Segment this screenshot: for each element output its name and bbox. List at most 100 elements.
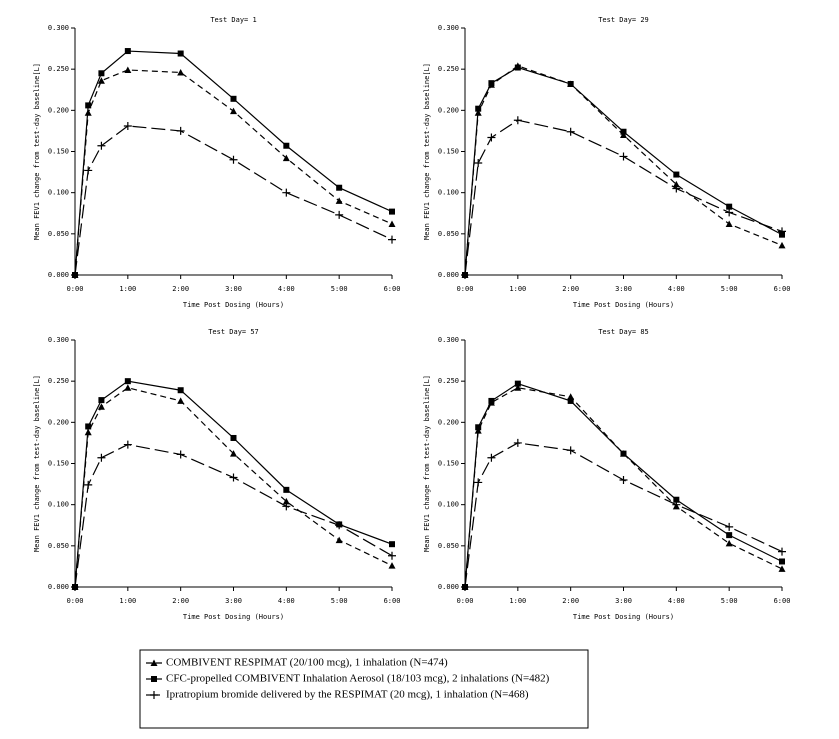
x-tick-label: 5:00 (721, 285, 738, 293)
series-line (464, 66, 783, 276)
marker (335, 536, 343, 544)
marker (567, 80, 574, 87)
y-tick-label: 0.050 (438, 542, 459, 550)
y-tick-label: 0.300 (48, 336, 69, 344)
y-tick-label: 0.000 (438, 583, 459, 591)
x-tick-label: 5:00 (331, 285, 348, 293)
marker (778, 547, 786, 556)
legend-marker (150, 659, 158, 666)
marker (176, 126, 185, 135)
marker (619, 475, 628, 484)
marker (487, 453, 496, 462)
x-tick-label: 0:00 (457, 285, 474, 293)
chart-title: Test Day= 85 (598, 328, 649, 336)
x-tick-label: 3:00 (225, 285, 242, 293)
y-tick-label: 0.250 (48, 377, 69, 385)
x-tick-label: 2:00 (172, 597, 189, 605)
x-tick-label: 5:00 (721, 597, 738, 605)
marker (283, 142, 290, 149)
marker (177, 397, 185, 404)
marker (85, 102, 92, 109)
y-axis-label: Mean FEV1 change from test-day baseline[… (423, 375, 431, 552)
x-tick-label: 3:00 (225, 597, 242, 605)
x-axis-label: Time Post Dosing (Hours) (573, 301, 674, 309)
y-tick-label: 0.250 (438, 377, 459, 385)
marker (123, 440, 132, 449)
x-tick-label: 6:00 (384, 285, 401, 293)
x-tick-label: 4:00 (278, 285, 295, 293)
x-tick-label: 5:00 (331, 597, 348, 605)
marker (475, 105, 482, 112)
marker (124, 48, 131, 55)
marker (475, 424, 482, 431)
marker (620, 450, 627, 457)
marker (84, 166, 93, 175)
x-axis-label: Time Post Dosing (Hours) (573, 613, 674, 621)
marker (85, 423, 92, 430)
x-tick-label: 6:00 (774, 285, 791, 293)
marker (725, 220, 733, 227)
marker (672, 500, 681, 509)
y-tick-label: 0.150 (48, 148, 69, 156)
marker (566, 446, 575, 455)
marker (488, 397, 495, 404)
marker (388, 562, 396, 569)
x-tick-label: 1:00 (509, 597, 526, 605)
x-tick-label: 2:00 (562, 597, 579, 605)
chart-title: Test Day= 1 (210, 16, 256, 24)
series-line (464, 442, 783, 588)
marker (335, 521, 344, 530)
marker (672, 180, 680, 188)
marker (230, 107, 237, 115)
series-line (74, 443, 393, 588)
marker (282, 188, 291, 197)
marker (778, 565, 786, 572)
series-line (74, 380, 393, 588)
marker (336, 184, 343, 191)
series-line (74, 387, 393, 588)
marker (229, 155, 238, 164)
marker (71, 583, 79, 591)
y-tick-label: 0.000 (48, 583, 69, 591)
marker (726, 532, 733, 539)
marker (514, 380, 521, 387)
marker (725, 522, 734, 531)
y-tick-label: 0.250 (438, 65, 459, 73)
marker (388, 220, 396, 227)
marker (474, 159, 483, 168)
x-tick-label: 0:00 (67, 285, 84, 293)
marker (177, 387, 184, 394)
x-tick-label: 1:00 (119, 597, 136, 605)
x-tick-label: 2:00 (172, 285, 189, 293)
marker (335, 197, 343, 204)
marker (97, 453, 106, 462)
marker (71, 271, 79, 279)
y-tick-label: 0.100 (438, 189, 459, 197)
series-line (464, 65, 783, 276)
marker (177, 50, 184, 57)
y-axis-label: Mean FEV1 change from test-day baseline[… (423, 63, 431, 240)
x-tick-label: 2:00 (562, 285, 579, 293)
series-line (464, 119, 783, 276)
marker (388, 235, 396, 244)
legend-marker (151, 676, 157, 682)
marker (487, 133, 496, 142)
series-line (74, 125, 393, 276)
series-line (74, 69, 393, 276)
y-tick-label: 0.200 (438, 418, 459, 426)
y-tick-label: 0.200 (438, 106, 459, 114)
marker (567, 397, 574, 404)
y-tick-label: 0.050 (48, 230, 69, 238)
y-tick-label: 0.300 (438, 24, 459, 32)
marker (474, 478, 483, 487)
legend-marker (150, 691, 158, 699)
marker (619, 152, 628, 161)
marker (513, 438, 522, 447)
y-tick-label: 0.000 (438, 271, 459, 279)
marker (97, 403, 105, 410)
y-axis-label: Mean FEV1 change from test-day baseline[… (33, 375, 41, 552)
marker (673, 171, 680, 178)
legend-label: COMBIVENT RESPIMAT (20/100 mcg), 1 inhal… (166, 657, 448, 669)
x-tick-label: 0:00 (67, 597, 84, 605)
